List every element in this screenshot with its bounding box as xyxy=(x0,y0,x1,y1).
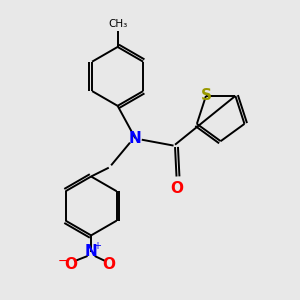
Text: O: O xyxy=(102,257,115,272)
Text: O: O xyxy=(64,257,77,272)
Text: O: O xyxy=(170,181,183,196)
Text: −: − xyxy=(58,255,68,268)
Text: N: N xyxy=(85,244,98,259)
Text: N: N xyxy=(129,131,142,146)
Text: CH₃: CH₃ xyxy=(108,19,127,29)
Text: S: S xyxy=(200,88,211,104)
Text: +: + xyxy=(93,241,101,251)
